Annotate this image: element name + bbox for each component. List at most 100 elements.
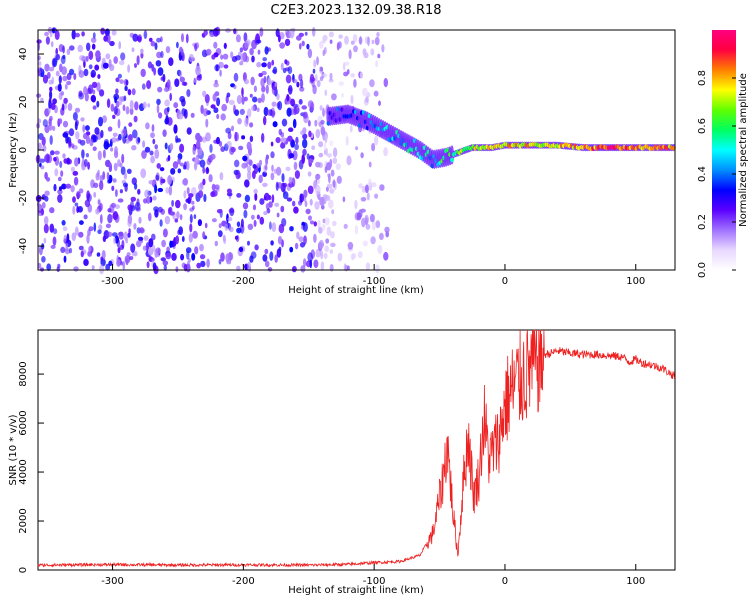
spectrogram-noise-cell <box>227 93 231 98</box>
spectrogram-noise-cell <box>212 184 216 191</box>
spectrogram-noise-cell <box>278 101 283 110</box>
spectrogram-noise-cell <box>310 199 313 206</box>
spectrogram-noise-cell <box>371 143 375 151</box>
spectrogram-noise-cell <box>331 170 335 177</box>
spectrogram-noise-cell <box>148 213 152 222</box>
spectrogram-noise-cell <box>278 236 282 245</box>
spectrogram-noise-cell <box>44 224 49 234</box>
spectrogram-noise-cell <box>137 189 140 195</box>
spectrogram-noise-cell <box>97 252 101 256</box>
spectrogram-noise-cell <box>317 80 321 87</box>
spectrogram-noise-cell <box>179 70 182 78</box>
spectrogram-noise-cell <box>156 60 162 66</box>
spectrogram-noise-cell <box>64 256 67 263</box>
spectrogram-noise-cell <box>277 213 280 218</box>
spectrogram-noise-cell <box>53 157 57 162</box>
spectrogram-noise-cell <box>130 200 134 209</box>
spectrogram-noise-cell <box>256 40 261 44</box>
spectrogram-noise-cell <box>268 195 271 200</box>
spectrogram-noise-cell <box>108 126 113 131</box>
spectrogram-noise-cell <box>195 66 201 76</box>
spectrogram-noise-cell <box>313 69 316 74</box>
spectrogram-noise-cell <box>165 216 170 225</box>
chart-title: C2E3.2023.132.09.38.R18 <box>270 3 441 18</box>
spectrogram-noise-cell <box>179 114 184 120</box>
spectrogram-noise-cell <box>78 139 82 144</box>
spectrogram-noise-cell <box>176 211 180 219</box>
spectrogram-noise-cell <box>103 236 106 242</box>
spectrogram-noise-cell <box>247 170 251 180</box>
snr-x-tick-label: -200 <box>232 576 255 587</box>
spectrogram-noise-cell <box>87 193 92 201</box>
spectrogram-noise-cell <box>229 207 234 216</box>
spectrogram-noise-cell <box>258 73 263 77</box>
spectrogram-noise-cell <box>118 134 122 141</box>
spectrogram-noise-cell <box>315 162 321 168</box>
spectrogram-noise-cell <box>162 74 165 83</box>
spectrogram-noise-cell <box>318 141 323 147</box>
spectrogram-noise-cell <box>200 160 206 168</box>
spectrogram-noise-cell <box>315 176 319 181</box>
spectrogram-noise-cell <box>180 254 184 261</box>
spectrogram-x-tick-label: -300 <box>101 276 124 287</box>
spectrogram-noise-cell <box>216 114 219 119</box>
spectrogram-noise-cell <box>107 98 110 108</box>
spectrogram-noise-cell <box>313 60 316 68</box>
spectrogram-noise-cell <box>235 55 241 60</box>
spectrogram-noise-cell <box>153 67 156 75</box>
spectrogram-noise-cell <box>351 95 354 104</box>
spectrogram-noise-cell <box>268 267 273 271</box>
spectrogram-noise-cell <box>315 185 321 195</box>
spectrogram-noise-cell <box>367 36 370 46</box>
spectrogram-noise-cell <box>134 63 137 68</box>
spectrogram-noise-cell <box>307 153 310 160</box>
spectrogram-noise-cell <box>127 169 132 174</box>
spectrogram-noise-cell <box>295 137 298 145</box>
spectrogram-noise-cell <box>268 201 272 208</box>
spectrogram-noise-cell <box>253 204 256 210</box>
spectrogram-noise-cell <box>332 157 337 164</box>
spectrogram-noise-cell <box>42 137 46 146</box>
spectrogram-noise-cell <box>241 219 244 228</box>
spectrogram-noise-cell <box>320 250 323 259</box>
spectrogram-noise-cell <box>47 154 52 163</box>
spectrogram-noise-cell <box>121 129 127 137</box>
spectrogram-noise-cell <box>146 80 151 89</box>
spectrogram-noise-cell <box>321 126 326 135</box>
spectrogram-noise-cell <box>351 254 355 261</box>
spectrogram-noise-cell <box>137 55 140 65</box>
spectrogram-noise-cell <box>234 160 239 168</box>
spectrogram-noise-cell <box>44 172 48 180</box>
spectrogram-noise-cell <box>374 136 378 146</box>
spectrogram-noise-cell <box>299 43 302 50</box>
spectrogram-noise-cell <box>80 117 84 121</box>
spectrogram-noise-cell <box>233 85 236 89</box>
spectrogram-noise-cell <box>242 96 245 105</box>
spectrogram-noise-cell <box>198 219 202 226</box>
spectrogram-noise-cell <box>209 174 213 182</box>
spectrogram-x-axis-label: Height of straight line (km) <box>288 285 424 296</box>
spectrogram-y-axis-label: Frequency (Hz) <box>8 112 19 188</box>
spectrogram-noise-cell <box>374 91 379 97</box>
spectrogram-noise-cell <box>66 158 70 165</box>
spectrogram-noise-cell <box>353 79 357 88</box>
spectrogram-noise-cell <box>241 163 247 169</box>
spectrogram-noise-cell <box>305 32 308 36</box>
spectrogram-noise-cell <box>160 167 165 171</box>
spectrogram-noise-cell <box>306 44 309 50</box>
spectrogram-noise-cell <box>187 187 190 194</box>
spectrogram-noise-cell <box>375 220 380 228</box>
spectrogram-noise-cell <box>186 89 190 97</box>
spectrogram-noise-cell <box>49 98 52 104</box>
spectrogram-noise-cell <box>299 236 304 242</box>
spectrogram-noise-cell <box>329 188 334 193</box>
snr-x-axis-label: Height of straight line (km) <box>288 585 424 596</box>
spectrogram-noise-cell <box>97 170 100 178</box>
spectrogram-noise-cell <box>250 136 253 142</box>
spectrogram-noise-cell <box>325 238 329 243</box>
spectrogram-noise-cell <box>224 43 227 49</box>
spectrogram-ridge-cell <box>450 158 454 162</box>
spectrogram-noise-cell <box>165 252 171 259</box>
spectrogram-noise-cell <box>296 82 299 88</box>
spectrogram-noise-cell <box>179 96 185 102</box>
